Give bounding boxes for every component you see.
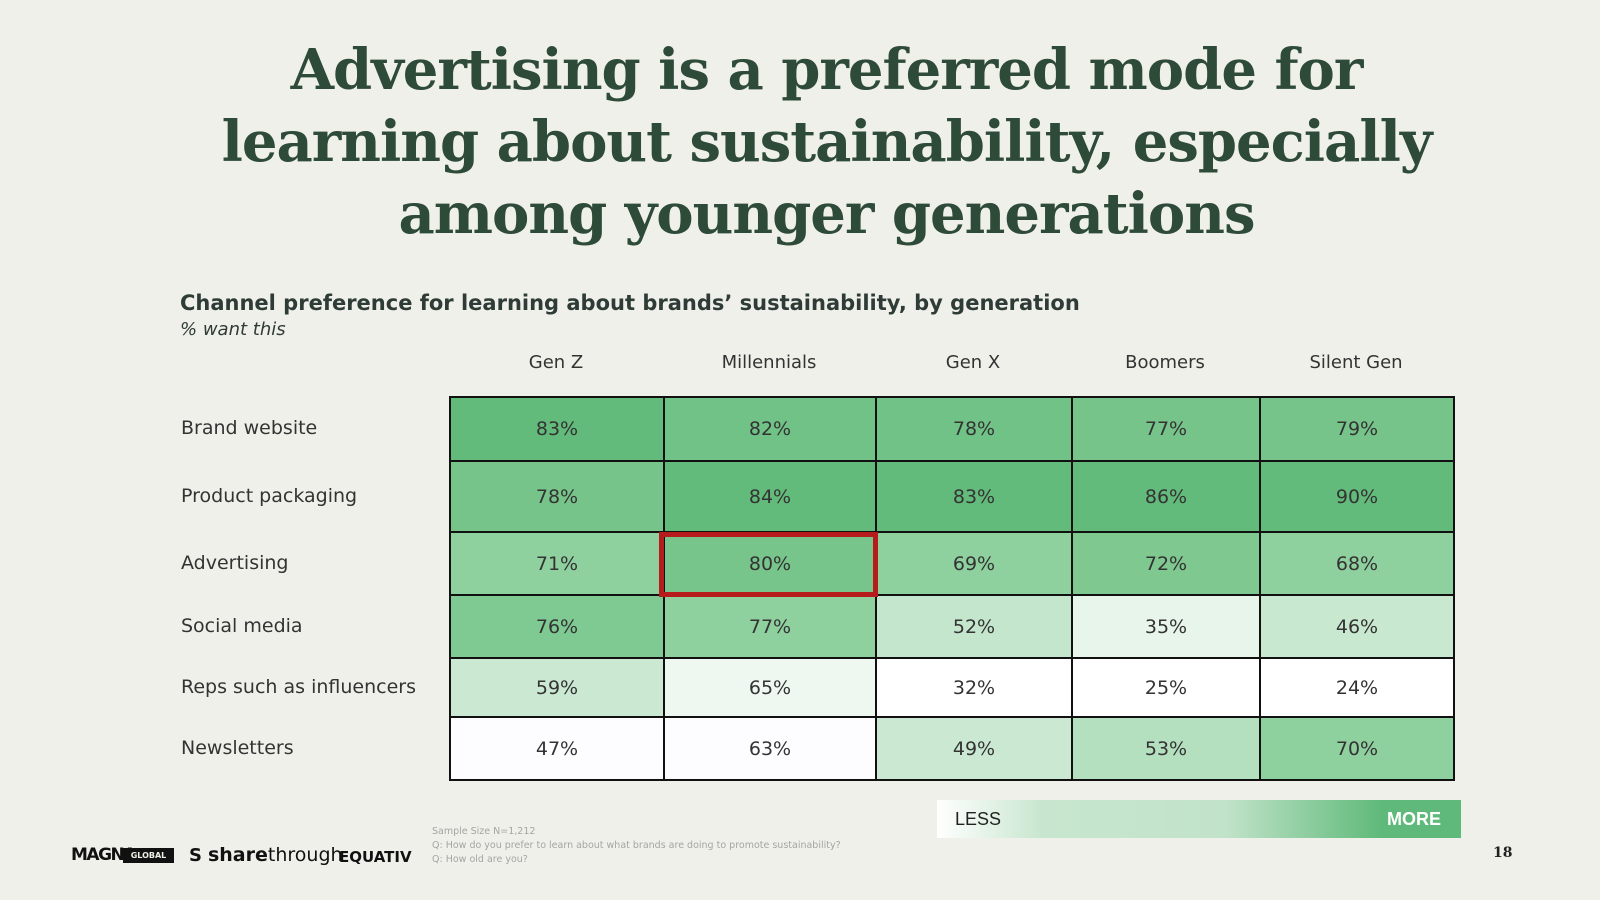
chart-title: Channel preference for learning about br… <box>180 291 1080 315</box>
cell-product-packaging-boomers: 86% <box>1071 460 1261 533</box>
cell-social-media-gen-x: 52% <box>875 594 1073 659</box>
row-label-advertising: Advertising <box>181 551 289 574</box>
legend-less-label: LESS <box>955 809 1002 829</box>
row-label-reps-such-as-influencers: Reps such as influencers <box>181 675 416 698</box>
footnote-sample-size: Sample Size N=1,212 <box>432 826 536 837</box>
footnote-question-1: Q: How do you prefer to learn about what… <box>432 840 841 851</box>
title-line-2: learning about sustainability, especiall… <box>221 109 1433 175</box>
color-legend: LESS MORE <box>937 800 1461 838</box>
chart-subtitle: % want this <box>180 319 286 340</box>
page-number: 18 <box>1493 845 1513 861</box>
footnote: Sample Size N=1,212 Q: How do you prefer… <box>432 825 841 867</box>
cell-reps-such-as-influencers-boomers: 25% <box>1071 657 1261 718</box>
cell-reps-such-as-influencers-silent-gen: 24% <box>1259 657 1455 718</box>
row-label-social-media: Social media <box>181 614 303 637</box>
cell-social-media-millennials: 77% <box>663 594 877 659</box>
footnote-question-2: Q: How old are you? <box>432 854 528 865</box>
cell-brand-website-boomers: 77% <box>1071 396 1261 462</box>
cell-newsletters-gen-x: 49% <box>875 716 1073 781</box>
cell-advertising-millennials: 80% <box>663 531 877 596</box>
cell-product-packaging-gen-z: 78% <box>449 460 665 533</box>
cell-reps-such-as-influencers-millennials: 65% <box>663 657 877 718</box>
cell-brand-website-silent-gen: 79% <box>1259 396 1455 462</box>
cell-product-packaging-gen-x: 83% <box>875 460 1073 533</box>
magna-box-logo: GLOBAL <box>123 848 174 863</box>
equativ-logo: EQUATIV <box>339 848 412 866</box>
column-header-boomers: Boomers <box>1125 352 1205 373</box>
cell-reps-such-as-influencers-gen-x: 32% <box>875 657 1073 718</box>
magna-logo: MAGNA <box>71 845 136 865</box>
cell-social-media-gen-z: 76% <box>449 594 665 659</box>
row-label-newsletters: Newsletters <box>181 736 294 759</box>
slide-title: Advertising is a preferred mode for lear… <box>100 34 1553 250</box>
cell-newsletters-silent-gen: 70% <box>1259 716 1455 781</box>
sharethrough-through-text: through <box>267 844 343 866</box>
column-header-millennials: Millennials <box>721 352 817 373</box>
cell-newsletters-boomers: 53% <box>1071 716 1261 781</box>
sharethrough-icon: S <box>189 845 202 866</box>
cell-social-media-boomers: 35% <box>1071 594 1261 659</box>
row-label-product-packaging: Product packaging <box>181 484 358 507</box>
column-header-gen-x: Gen X <box>945 352 1001 373</box>
cell-advertising-boomers: 72% <box>1071 531 1261 596</box>
cell-social-media-silent-gen: 46% <box>1259 594 1455 659</box>
cell-advertising-gen-z: 71% <box>449 531 665 596</box>
legend-more-label: MORE <box>1387 809 1441 829</box>
cell-advertising-gen-x: 69% <box>875 531 1073 596</box>
cell-brand-website-gen-x: 78% <box>875 396 1073 462</box>
cell-brand-website-millennials: 82% <box>663 396 877 462</box>
column-header-silent-gen: Silent Gen <box>1309 352 1403 373</box>
cell-product-packaging-silent-gen: 90% <box>1259 460 1455 533</box>
column-header-gen-z: Gen Z <box>528 352 584 373</box>
title-line-3: among younger generations <box>398 181 1255 247</box>
cell-newsletters-gen-z: 47% <box>449 716 665 781</box>
title-line-1: Advertising is a preferred mode for <box>290 37 1364 103</box>
cell-reps-such-as-influencers-gen-z: 59% <box>449 657 665 718</box>
cell-product-packaging-millennials: 84% <box>663 460 877 533</box>
cell-newsletters-millennials: 63% <box>663 716 877 781</box>
row-label-brand-website: Brand website <box>181 417 318 439</box>
cell-brand-website-gen-z: 83% <box>449 396 665 462</box>
sharethrough-share-text: share <box>207 844 268 866</box>
cell-advertising-silent-gen: 68% <box>1259 531 1455 596</box>
